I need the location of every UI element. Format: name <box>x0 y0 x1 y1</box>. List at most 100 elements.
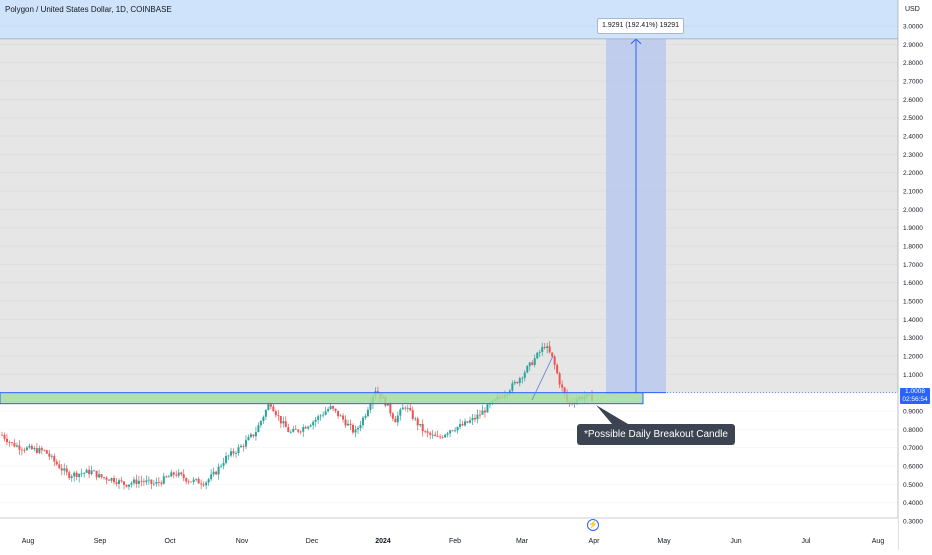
candle-body <box>364 416 367 418</box>
candle-body <box>28 445 31 448</box>
time-tick-label: Sep <box>94 538 107 545</box>
price-tick-label: 2.2000 <box>903 170 923 177</box>
candle-body <box>33 448 36 450</box>
candle-body <box>88 469 91 475</box>
candle-body <box>125 484 128 487</box>
candle-body <box>359 425 362 429</box>
candle-body <box>344 419 347 426</box>
price-tick-label: 0.4000 <box>903 500 923 507</box>
candle-body <box>235 452 238 454</box>
candle-body <box>414 418 417 420</box>
candle-body <box>409 407 412 411</box>
candle-body <box>516 381 519 384</box>
candle-body <box>140 480 143 482</box>
callout-pointer <box>596 405 628 424</box>
candle-body <box>70 476 73 479</box>
price-tick-label: 2.0000 <box>903 207 923 214</box>
price-tick-label: 1.1000 <box>903 372 923 379</box>
time-tick-label: Jul <box>802 538 811 545</box>
candle-body <box>210 474 213 480</box>
candle-body <box>35 448 38 453</box>
candle-body <box>23 450 26 451</box>
candle-body <box>127 484 130 487</box>
candle-body <box>150 479 153 484</box>
candle-body <box>115 482 118 484</box>
candle-body <box>83 472 86 474</box>
candle-body <box>469 420 472 423</box>
candle-body <box>361 417 364 426</box>
candle-body <box>254 432 257 437</box>
candle-body <box>294 428 297 430</box>
price-tick-label: 1.3000 <box>903 335 923 342</box>
price-tick-label: 1.4000 <box>903 317 923 324</box>
candle-body <box>30 445 33 450</box>
price-axis[interactable] <box>898 0 932 550</box>
candle-body <box>185 478 188 482</box>
candle-body <box>38 448 41 453</box>
price-tick-label: 2.4000 <box>903 134 923 141</box>
time-tick-label: Jun <box>730 538 741 545</box>
candle-body <box>279 416 282 424</box>
candle-body <box>483 410 486 413</box>
candle-body <box>5 438 8 443</box>
candle-body <box>546 346 549 348</box>
candle-body <box>122 481 125 485</box>
candle-body <box>73 472 76 477</box>
lightning-icon[interactable]: ⚡ <box>587 519 599 531</box>
candle-body <box>195 478 198 480</box>
symbol-title[interactable]: Polygon / United States Dollar, 1D, COIN… <box>5 5 172 14</box>
candle-body <box>322 414 325 416</box>
time-tick-label: Feb <box>449 538 461 545</box>
candle-body <box>247 437 250 441</box>
candle-body <box>190 481 193 483</box>
candle-body <box>513 381 516 384</box>
price-tick-label: 2.3000 <box>903 152 923 159</box>
candle-body <box>212 471 215 475</box>
candle-body <box>347 423 350 426</box>
candle-body <box>356 428 359 430</box>
candle-body <box>40 448 43 451</box>
candle-body <box>399 409 402 416</box>
candle-body <box>80 473 83 475</box>
time-tick-label: Nov <box>236 538 249 545</box>
candle-body <box>292 428 295 432</box>
candle-body <box>561 384 564 388</box>
candle-body <box>411 410 414 419</box>
candle-body <box>441 437 444 438</box>
currency-label[interactable]: USD <box>905 6 920 13</box>
candle-body <box>523 372 526 378</box>
candle-body <box>45 450 48 454</box>
candle-body <box>217 466 220 475</box>
time-tick-label: Apr <box>589 538 601 545</box>
candle-body <box>68 472 71 479</box>
candle-body <box>464 421 467 426</box>
candle-body <box>269 404 272 407</box>
candle-body <box>103 477 106 479</box>
candle-body <box>553 356 556 365</box>
candle-body <box>389 403 392 414</box>
candle-body <box>215 471 218 475</box>
candle-body <box>332 406 335 409</box>
candle-body <box>431 434 434 436</box>
support-zone[interactable] <box>0 392 644 405</box>
price-tick-label: 0.7000 <box>903 445 923 452</box>
price-tick-label: 1.7000 <box>903 262 923 269</box>
price-tick-label: 0.5000 <box>903 482 923 489</box>
time-axis[interactable] <box>0 518 898 550</box>
breakout-callout[interactable]: *Possible Daily Breakout Candle <box>577 424 735 445</box>
candle-body <box>20 449 23 451</box>
time-tick-label: Dec <box>306 538 319 545</box>
candle-body <box>48 453 51 457</box>
candle-body <box>416 418 419 426</box>
price-tick-label: 2.7000 <box>903 79 923 86</box>
candle-body <box>192 479 195 482</box>
trend-line[interactable] <box>531 355 554 401</box>
candle-body <box>264 409 267 417</box>
candle-body <box>227 455 230 457</box>
candle-body <box>145 480 148 483</box>
candle-body <box>202 484 205 486</box>
candle-body <box>386 403 389 406</box>
time-tick-label: Oct <box>165 538 176 545</box>
